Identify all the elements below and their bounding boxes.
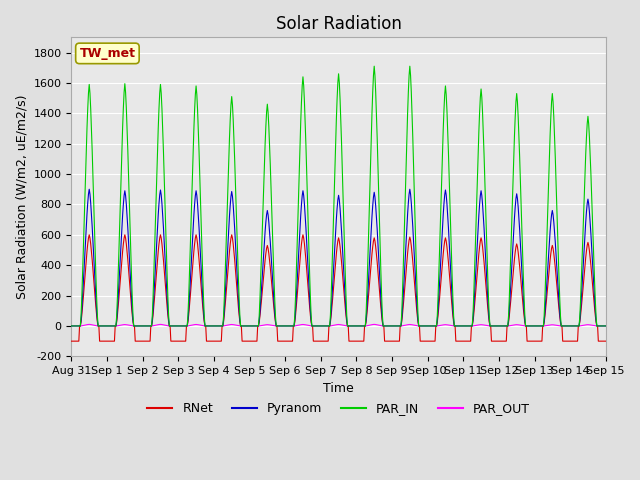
Y-axis label: Solar Radiation (W/m2, uE/m2/s): Solar Radiation (W/m2, uE/m2/s) — [15, 95, 28, 299]
Title: Solar Radiation: Solar Radiation — [276, 15, 401, 33]
X-axis label: Time: Time — [323, 382, 354, 395]
Text: TW_met: TW_met — [79, 47, 136, 60]
Legend: RNet, Pyranom, PAR_IN, PAR_OUT: RNet, Pyranom, PAR_IN, PAR_OUT — [142, 397, 535, 420]
